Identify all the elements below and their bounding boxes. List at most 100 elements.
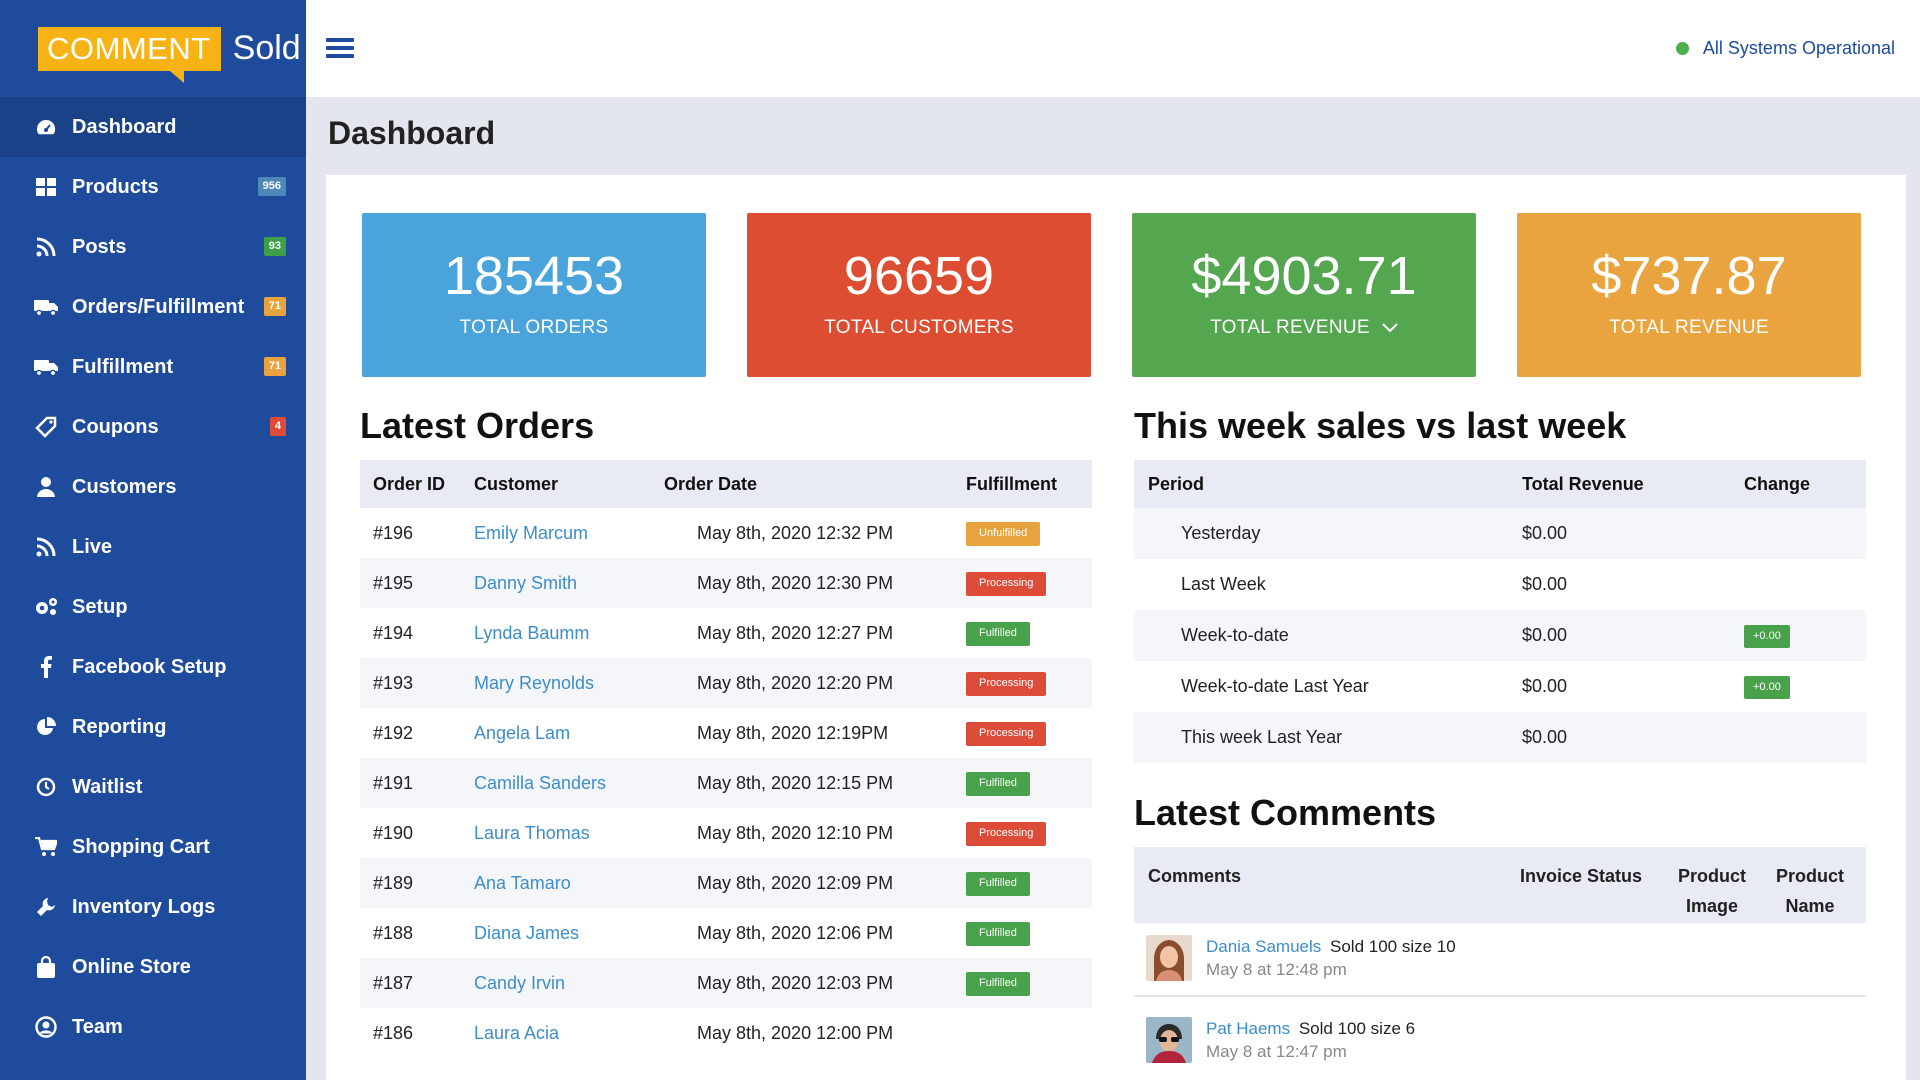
sidebar-badge: 93 (263, 237, 286, 257)
customer-link[interactable]: Diana James (474, 922, 580, 943)
gears-icon (34, 595, 58, 619)
period: Week-to-date Last Year (1181, 676, 1369, 696)
col-invoice-status: Invoice Status (1520, 866, 1643, 886)
table-row[interactable]: #191 Camilla Sanders May 8th, 2020 12:15 P… (360, 758, 1092, 808)
chevron-down-icon[interactable] (1382, 317, 1398, 339)
weekly-sales-title: This week sales vs last week (1134, 405, 1627, 446)
sidebar-item-reporting[interactable]: Reporting (0, 697, 306, 757)
table-row[interactable]: #188 Diana James May 8th, 2020 12:06 PM Ful… (360, 908, 1092, 958)
sidebar-item-shopping-cart[interactable]: Shopping Cart (0, 817, 306, 877)
period: Last Week (1181, 574, 1266, 594)
fulfillment-status-badge: Processing (966, 722, 1047, 746)
sidebar-item-posts[interactable]: Posts 93 (0, 217, 306, 277)
sidebar-item-label: Waitlist (72, 775, 143, 798)
grid-icon (34, 175, 58, 199)
customer-link[interactable]: Laura Acia (474, 1022, 560, 1043)
customer-link[interactable]: Camilla Sanders (474, 772, 607, 793)
sidebar-item-fulfillment[interactable]: Fulfillment 71 (0, 337, 306, 397)
sidebar-item-products[interactable]: Products 956 (0, 157, 306, 217)
sidebar-item-team[interactable]: Team (0, 997, 306, 1057)
fulfillment-status-badge: Fulfilled (966, 872, 1030, 896)
sidebar-item-coupons[interactable]: Coupons 4 (0, 397, 306, 457)
stat-card-total-revenue[interactable]: $4903.71 TOTAL REVENUE (1132, 213, 1476, 377)
table-row[interactable]: #192 Angela Lam May 8th, 2020 12:19PM Proce… (360, 708, 1092, 758)
period: Week-to-date (1181, 625, 1289, 645)
col-period: Period (1134, 460, 1508, 508)
sidebar-item-label: Facebook Setup (72, 655, 227, 678)
order-date: May 8th, 2020 12:19PM (697, 722, 889, 743)
change-badge: +0.00 (1744, 675, 1790, 700)
col-fulfillment[interactable]: Fulfillment (953, 460, 1092, 508)
commenter-link[interactable]: Dania Samuels (1206, 937, 1322, 956)
total-revenue: $0.00 (1522, 625, 1568, 645)
table-row[interactable]: #187 Candy Irvin May 8th, 2020 12:03 PM Ful… (360, 958, 1092, 1008)
order-date: May 8th, 2020 12:32 PM (697, 522, 894, 543)
customer-link[interactable]: Emily Marcum (474, 522, 589, 543)
customer-link[interactable]: Ana Tamaro (474, 872, 571, 893)
sidebar-item-setup[interactable]: Setup (0, 577, 306, 637)
total-revenue: $0.00 (1522, 676, 1568, 696)
table-row: This week Last Year $0.00 (1134, 712, 1866, 763)
customer-link[interactable]: Candy Irvin (474, 972, 566, 993)
latest-orders-table: Order ID Customer Order Date Fulfillment… (360, 460, 1092, 1058)
table-row[interactable]: #193 Mary Reynolds May 8th, 2020 12:20 PM P… (360, 658, 1092, 708)
comment-timestamp: May 8 at 12:47 pm (1206, 1042, 1347, 1061)
sidebar-item-customers[interactable]: Customers (0, 457, 306, 517)
rss-icon (34, 235, 58, 259)
comment-timestamp: May 8 at 12:48 pm (1206, 960, 1347, 979)
customer-link[interactable]: Laura Thomas (474, 822, 590, 843)
customer-link[interactable]: Mary Reynolds (474, 672, 595, 693)
col-total-revenue: Total Revenue (1508, 460, 1730, 508)
avatar[interactable] (1146, 935, 1192, 981)
commenter-link[interactable]: Pat Haems (1206, 1019, 1291, 1038)
sidebar-item-facebook-setup[interactable]: Facebook Setup (0, 637, 306, 697)
stat-label: TOTAL REVENUE (1517, 317, 1861, 339)
table-row[interactable]: #195 Danny Smith May 8th, 2020 12:30 PM Pro… (360, 558, 1092, 608)
sidebar-item-label: Inventory Logs (72, 895, 216, 918)
sidebar-item-orders-fulfillment[interactable]: Orders/Fulfillment 71 (0, 277, 306, 337)
sidebar-nav: Dashboard Products 956 Posts 93 Orders/Fulfil… (0, 97, 306, 1057)
col-product-image-line2: Image (1685, 896, 1739, 916)
menu-toggle-icon[interactable] (326, 38, 354, 58)
table-row[interactable]: #189 Ana Tamaro May 8th, 2020 12:09 PM Fulf… (360, 858, 1092, 908)
logo[interactable]: COMMENT Sold (0, 0, 306, 97)
sidebar-item-label: Fulfillment (72, 355, 174, 378)
avatar[interactable] (1146, 1017, 1192, 1063)
sidebar-item-label: Team (72, 1015, 123, 1038)
order-date: May 8th, 2020 12:27 PM (697, 622, 894, 643)
weekly-sales-table: Period Total Revenue Change Yesterday $0.… (1134, 460, 1866, 763)
comment-item: Pat Haems Sold 100 size 6 May 8 at 12:47 … (1134, 1007, 1866, 1079)
sidebar-item-inventory-logs[interactable]: Inventory Logs (0, 877, 306, 937)
stat-label-text: TOTAL CUSTOMERS (824, 317, 1014, 338)
logo-sold: Sold (232, 29, 301, 67)
stat-label: TOTAL CUSTOMERS (747, 317, 1091, 339)
col-order-id[interactable]: Order ID (360, 460, 461, 508)
system-status[interactable]: All Systems Operational (1675, 38, 1895, 59)
col-customer[interactable]: Customer (461, 460, 651, 508)
table-row[interactable]: #190 Laura Thomas May 8th, 2020 12:10 PM Pr… (360, 808, 1092, 858)
sidebar-item-dashboard[interactable]: Dashboard (0, 97, 306, 157)
sidebar-item-online-store[interactable]: Online Store (0, 937, 306, 997)
table-row[interactable]: #186 Laura Acia May 8th, 2020 12:00 PM (360, 1008, 1092, 1058)
table-row[interactable]: #196 Emily Marcum May 8th, 2020 12:32 PM Un… (360, 508, 1092, 558)
order-date: May 8th, 2020 12:30 PM (697, 572, 894, 593)
fulfillment-status-badge: Fulfilled (966, 972, 1030, 996)
sidebar-item-waitlist[interactable]: Waitlist (0, 757, 306, 817)
comments-table-header: Comments Invoice Status Product Image Pr… (1134, 847, 1866, 923)
sidebar-item-live[interactable]: Live (0, 517, 306, 577)
user-circle-icon (34, 1015, 58, 1039)
customer-link[interactable]: Danny Smith (474, 572, 578, 593)
user-icon (34, 475, 58, 499)
sidebar-item-label: Coupons (72, 415, 159, 438)
customer-link[interactable]: Lynda Baumm (474, 622, 590, 643)
stat-card-total-revenue: $737.87 TOTAL REVENUE (1517, 213, 1861, 377)
page-title: Dashboard (328, 115, 496, 151)
truck-icon (34, 355, 58, 379)
customer-link[interactable]: Angela Lam (474, 722, 571, 743)
stat-label: TOTAL ORDERS (362, 317, 706, 339)
sidebar-badge: 71 (263, 297, 286, 317)
status-dot-icon (1675, 42, 1689, 55)
stat-card-total-orders: 185453 TOTAL ORDERS (362, 213, 706, 377)
table-row[interactable]: #194 Lynda Baumm May 8th, 2020 12:27 PM Ful… (360, 608, 1092, 658)
col-order-date[interactable]: Order Date (651, 460, 953, 508)
